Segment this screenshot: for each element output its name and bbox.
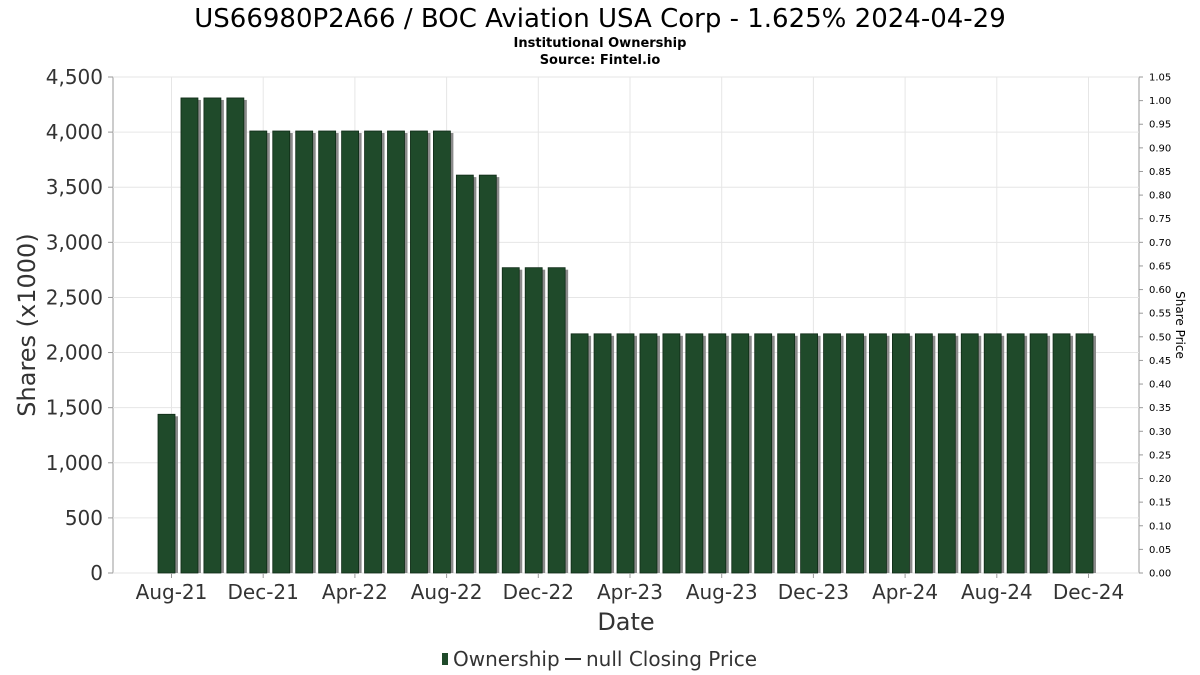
ownership-bar <box>937 333 956 574</box>
chart-subtitle-1: Institutional Ownership <box>514 36 687 51</box>
y2-tick-label: 0.05 <box>1149 545 1171 556</box>
y2-tick-label: 0.30 <box>1149 427 1171 438</box>
ownership-bar <box>960 333 979 574</box>
y2-tick-label: 0.45 <box>1149 356 1171 367</box>
ownership-bar <box>639 333 658 574</box>
y2-tick-label: 0.15 <box>1149 498 1171 509</box>
y2-tick-label: 0.10 <box>1149 521 1171 532</box>
y-tick-label: 4,000 <box>46 120 103 144</box>
y-tick-label: 2,000 <box>46 341 103 365</box>
y2-tick-label: 1.05 <box>1149 73 1171 84</box>
y2-tick-label: 0.65 <box>1149 261 1171 272</box>
y2-tick-label: 0.70 <box>1149 238 1171 249</box>
ownership-bar <box>410 130 428 574</box>
x-axis-ticks: Aug-21 Dec-21 Apr-22 Aug-22 Dec-22 Apr-23 Aug-… <box>136 573 1124 604</box>
x-tick-label: Dec-24 <box>1053 580 1124 604</box>
chart-title: US66980P2A66 / BOC Aviation USA Corp - 1… <box>194 4 1006 34</box>
y2-axis-ticks: 0.00 0.05 0.10 0.15 0.20 0.25 0.30 0.35 0.40 0.45… <box>1139 73 1171 580</box>
y-tick-label: 4,500 <box>46 65 103 89</box>
ownership-bar <box>272 130 291 574</box>
ownership-bar <box>524 267 543 574</box>
ownership-bar <box>616 333 635 574</box>
y-tick-label: 1,000 <box>46 451 103 475</box>
ownership-bar <box>777 333 796 574</box>
chart-subtitle-2: Source: Fintel.io <box>540 53 661 68</box>
y-tick-label: 0 <box>90 561 103 585</box>
x-tick-label: Apr-22 <box>322 580 388 604</box>
y-axis-label: Shares (x1000) <box>13 233 41 416</box>
ownership-bar <box>731 333 750 574</box>
ownership-bar <box>754 333 773 574</box>
x-tick-label: Aug-24 <box>961 580 1033 604</box>
ownership-bar <box>341 130 360 574</box>
ownership-bar <box>547 267 566 574</box>
x-tick-label: Aug-22 <box>411 580 483 604</box>
ownership-bar <box>685 333 704 574</box>
ownership-bar <box>892 333 910 574</box>
ownership-bar <box>1075 333 1094 574</box>
ownership-bar <box>570 333 589 574</box>
ownership-bar <box>983 333 1002 574</box>
y2-tick-label: 0.25 <box>1149 450 1171 461</box>
ownership-bar <box>914 333 933 574</box>
ownership-bar <box>455 174 474 574</box>
ownership-bar <box>501 267 520 574</box>
ownership-bar <box>593 333 612 574</box>
y2-tick-label: 0.20 <box>1149 474 1171 485</box>
ownership-bar <box>1052 333 1071 574</box>
x-axis-label: Date <box>597 608 654 636</box>
ownership-bar <box>318 130 337 574</box>
ownership-bar <box>1006 333 1025 574</box>
legend-ownership-label: Ownership <box>453 647 560 671</box>
ownership-bar <box>157 413 176 574</box>
y2-axis-label: Share Price <box>1173 291 1187 359</box>
y-axis-ticks: 0 500 1,000 1,500 2,000 2,500 3,000 3,500 4,000 4… <box>46 65 113 585</box>
legend: Ownership null Closing Price <box>442 647 757 671</box>
x-tick-label: Aug-21 <box>136 580 208 604</box>
ownership-bar <box>226 97 245 574</box>
x-tick-label: Aug-23 <box>686 580 758 604</box>
y2-tick-label: 0.55 <box>1149 309 1171 320</box>
ownership-bar <box>249 130 268 574</box>
ownership-bar <box>478 174 497 574</box>
y-tick-label: 500 <box>65 506 103 530</box>
y2-tick-label: 0.75 <box>1149 214 1171 225</box>
y2-tick-label: 0.40 <box>1149 380 1171 391</box>
bars <box>157 97 1096 574</box>
legend-ownership-swatch <box>442 653 448 665</box>
y2-tick-label: 0.00 <box>1149 569 1171 580</box>
ownership-bar <box>662 333 681 574</box>
y-tick-label: 2,500 <box>46 285 103 309</box>
ownership-bar <box>180 97 199 574</box>
ownership-bar <box>708 333 727 574</box>
y-tick-label: 1,500 <box>46 396 103 420</box>
ownership-bar <box>1029 333 1048 574</box>
x-tick-label: Apr-23 <box>597 580 663 604</box>
y-tick-label: 3,500 <box>46 175 103 199</box>
ownership-bar <box>823 333 841 574</box>
ownership-bar <box>203 97 222 574</box>
y2-tick-label: 0.80 <box>1149 191 1171 202</box>
ownership-bar <box>846 333 864 574</box>
y2-tick-label: 1.00 <box>1149 96 1171 107</box>
y-tick-label: 3,000 <box>46 230 103 254</box>
x-tick-label: Apr-24 <box>872 580 938 604</box>
ownership-bar <box>295 130 314 574</box>
ownership-bar <box>800 333 818 574</box>
y2-tick-label: 0.95 <box>1149 120 1171 131</box>
y2-tick-label: 0.60 <box>1149 285 1171 296</box>
ownership-bar <box>869 333 887 574</box>
y2-tick-label: 0.35 <box>1149 403 1171 414</box>
x-tick-label: Dec-23 <box>778 580 849 604</box>
ownership-bar <box>387 130 405 574</box>
ownership-bar <box>432 130 451 574</box>
x-tick-label: Dec-22 <box>503 580 574 604</box>
y2-tick-label: 0.90 <box>1149 143 1171 154</box>
x-tick-label: Dec-21 <box>228 580 299 604</box>
ownership-bar <box>364 130 382 574</box>
legend-price-label: null Closing Price <box>586 647 757 671</box>
y2-tick-label: 0.50 <box>1149 332 1171 343</box>
y2-tick-label: 0.85 <box>1149 167 1171 178</box>
